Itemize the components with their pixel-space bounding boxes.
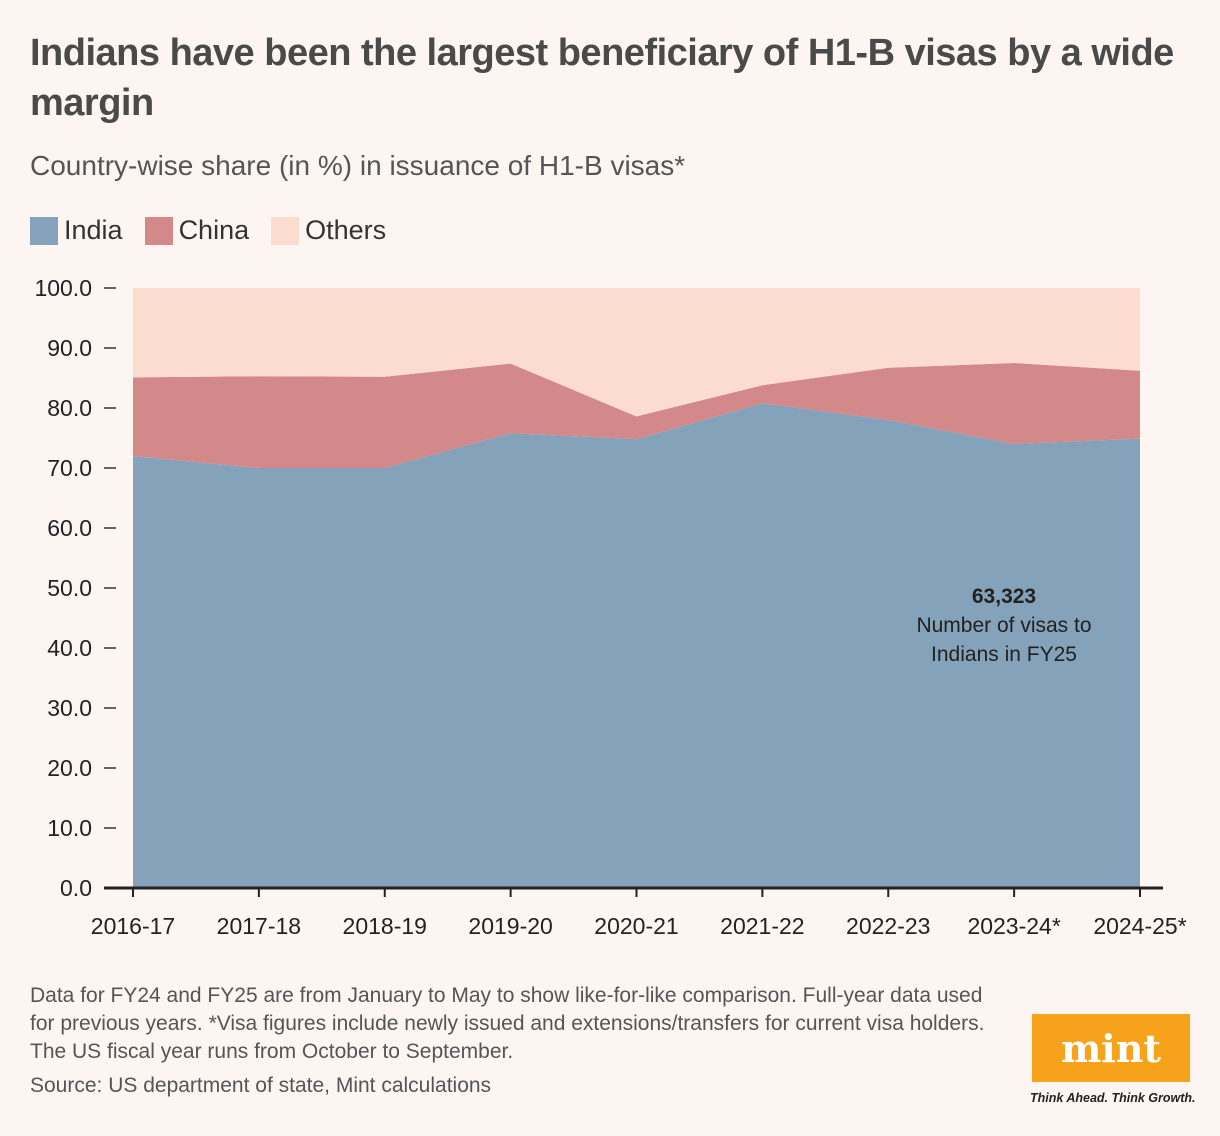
x-tick-label: 2016-17 (91, 913, 175, 939)
y-tick-label: 100.0 (34, 275, 92, 301)
x-tick-label: 2023-24* (967, 913, 1060, 939)
y-tick-label: 30.0 (47, 695, 92, 721)
y-tick-label: 40.0 (47, 635, 92, 661)
x-tick-label: 2024-25* (1093, 913, 1186, 939)
y-tick-label: 60.0 (47, 515, 92, 541)
footnote: Data for FY24 and FY25 are from January … (30, 984, 985, 1063)
source-note: Source: US department of state, Mint cal… (30, 1074, 492, 1097)
x-axis: 2016-17 2017-18 2018-19 2019-20 2020-21 2021-… (91, 886, 1187, 939)
x-tick-label: 2021-22 (720, 913, 804, 939)
y-tick-label: 80.0 (47, 395, 92, 421)
chart-title: Indians have been the largest beneficiar… (30, 32, 1174, 124)
y-tick-label: 70.0 (47, 455, 92, 481)
area-others (133, 288, 1140, 417)
y-axis: 100.0 90.0 80.0 70.0 60.0 50.0 40.0 30.0 20.0 10.… (34, 275, 116, 901)
y-tick-label: 0.0 (60, 875, 92, 901)
legend-label-india: India (64, 215, 123, 245)
legend-item-others: Others (271, 215, 386, 246)
legend-item-india: India (30, 215, 123, 246)
x-tick-label: 2022-23 (846, 913, 930, 939)
legend-label-china: China (178, 215, 250, 245)
annotation-text-line2: Indians in FY25 (931, 643, 1077, 666)
area-india (133, 403, 1140, 888)
annotation-value: 63,323 (972, 585, 1036, 608)
y-tick-label: 10.0 (47, 815, 92, 841)
chart-subtitle: Country-wise share (in %) in issuance of… (30, 150, 686, 181)
legend-item-china: China (144, 215, 250, 246)
logo-tagline: Think Ahead. Think Growth. (1030, 1091, 1196, 1105)
x-tick-label: 2019-20 (468, 913, 552, 939)
area-china (133, 363, 1140, 468)
x-tick-label: 2020-21 (594, 913, 678, 939)
legend: India China Others (30, 215, 408, 246)
y-tick-label: 50.0 (47, 575, 92, 601)
x-tick-label: 2017-18 (217, 913, 301, 939)
y-tick-label: 90.0 (47, 335, 92, 361)
mint-logo: mint (1032, 1014, 1190, 1082)
area-layer (133, 288, 1140, 888)
annotation-text-line1: Number of visas to (916, 614, 1091, 637)
annotation: 63,323 Number of visas to Indians in FY2… (916, 585, 1091, 666)
legend-swatch-china (144, 216, 173, 245)
legend-label-others: Others (305, 215, 387, 245)
legend-swatch-india (30, 216, 58, 245)
legend-swatch-others (271, 216, 300, 245)
y-tick-label: 20.0 (47, 755, 92, 781)
x-tick-label: 2018-19 (343, 913, 427, 939)
stacked-area-chart: 100.0 90.0 80.0 70.0 60.0 50.0 40.0 30.0 20.0 10.… (34, 275, 1187, 939)
